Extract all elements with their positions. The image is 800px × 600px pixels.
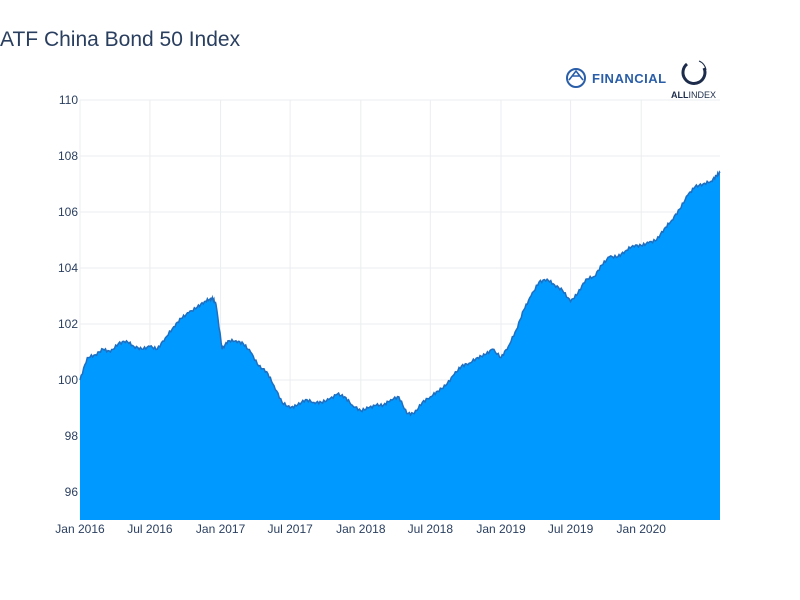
y-axis-ticks: 96 98 100 102 104 106 108 110 <box>58 93 78 499</box>
y-tick-label: 102 <box>58 317 78 331</box>
x-axis-ticks: Jan 2016 Jul 2016 Jan 2017 Jul 2017 Jan 2018… <box>55 522 666 536</box>
x-tick-label: Jan 2019 <box>476 522 526 536</box>
area-series <box>80 172 720 520</box>
x-tick-label: Jan 2016 <box>55 522 105 536</box>
y-tick-label: 98 <box>65 429 79 443</box>
x-tick-label: Jan 2018 <box>336 522 386 536</box>
x-tick-label: Jul 2019 <box>548 522 594 536</box>
x-tick-label: Jul 2017 <box>267 522 313 536</box>
line-series <box>79 170 721 417</box>
allindex-logo-text: ALLINDEX <box>671 90 716 100</box>
y-tick-label: 104 <box>58 261 78 275</box>
x-tick-label: Jan 2017 <box>196 522 246 536</box>
logos: FINANCIAL ALLINDEX <box>566 60 716 100</box>
chart-title: ATF China Bond 50 Index <box>0 28 241 51</box>
y-tick-label: 106 <box>58 205 78 219</box>
financial-logo-text: FINANCIAL <box>592 71 667 86</box>
allindex-logo-icon <box>681 62 707 86</box>
y-tick-label: 108 <box>58 149 78 163</box>
x-tick-label: Jul 2018 <box>408 522 454 536</box>
x-tick-label: Jan 2020 <box>617 522 667 536</box>
financial-logo: FINANCIAL <box>566 68 667 88</box>
financial-logo-icon <box>566 68 586 88</box>
allindex-logo: ALLINDEX <box>671 60 716 100</box>
y-tick-label: 110 <box>59 93 78 107</box>
x-tick-label: Jul 2016 <box>127 522 173 536</box>
y-tick-label: 96 <box>65 485 79 499</box>
y-tick-label: 100 <box>58 373 78 387</box>
